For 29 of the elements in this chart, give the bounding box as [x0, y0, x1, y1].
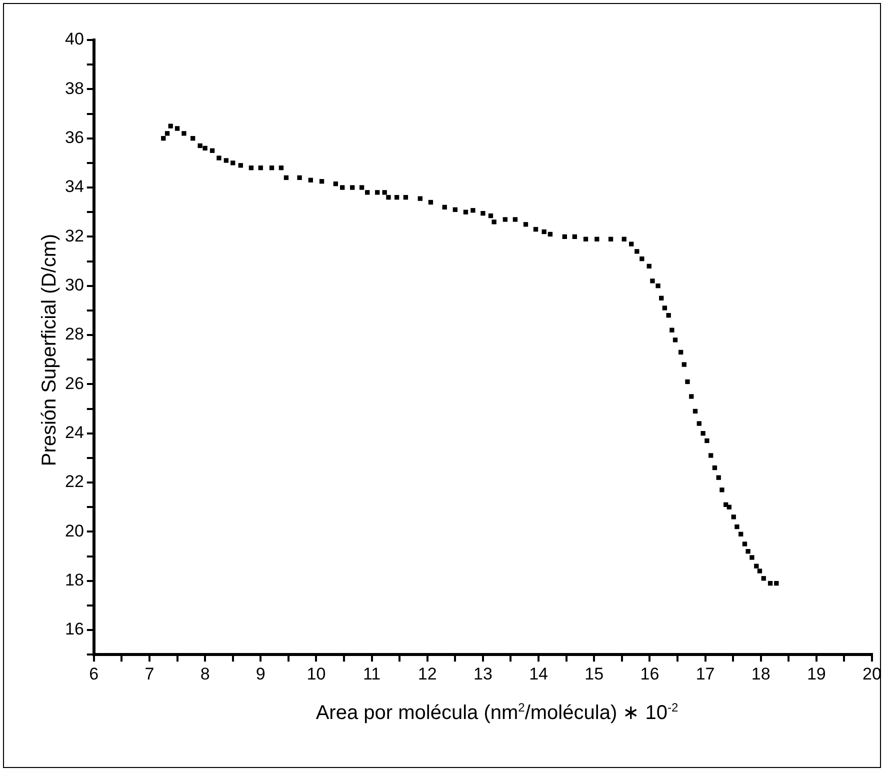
- y-tick-label: 38: [64, 78, 84, 98]
- y-tick-label: 18: [64, 570, 84, 590]
- x-tick-label: 17: [696, 664, 715, 684]
- x-tick-label: 6: [89, 664, 99, 684]
- y-tick-label: 36: [64, 128, 84, 148]
- y-tick-label: 32: [64, 226, 84, 246]
- y-tick-label: 30: [64, 276, 84, 295]
- y-tick-label: 26: [64, 374, 84, 393]
- y-tick-label: 20: [64, 521, 84, 540]
- x-tick-label: 14: [529, 664, 548, 684]
- y-axis-title: Presión Superficial (D/cm): [38, 234, 62, 466]
- x-tick-label: 16: [640, 664, 660, 684]
- x-axis-title: Area por molécula (nm$^{2}$/molécula) ∗ 10$^{-2}$: [314, 700, 680, 725]
- x-tick-label: 8: [200, 664, 210, 684]
- x-tick-label: 15: [584, 664, 604, 684]
- x-tick-label: 18: [751, 664, 770, 684]
- y-tick-label: 40: [64, 30, 84, 49]
- x-tick-label: 7: [144, 664, 154, 684]
- x-tick-label: 9: [256, 664, 266, 684]
- y-tick-label: 34: [64, 177, 84, 196]
- x-tick-label: 12: [418, 664, 437, 684]
- y-tick-label: 24: [64, 423, 84, 442]
- y-tick-label: 16: [64, 620, 84, 639]
- x-tick-label: 11: [362, 664, 381, 684]
- x-tick-label: 13: [473, 664, 492, 684]
- y-tick-label: 28: [64, 324, 84, 344]
- x-tick-label: 10: [306, 664, 326, 684]
- y-tick-label: 22: [64, 472, 84, 492]
- x-tick-label: 19: [806, 664, 826, 684]
